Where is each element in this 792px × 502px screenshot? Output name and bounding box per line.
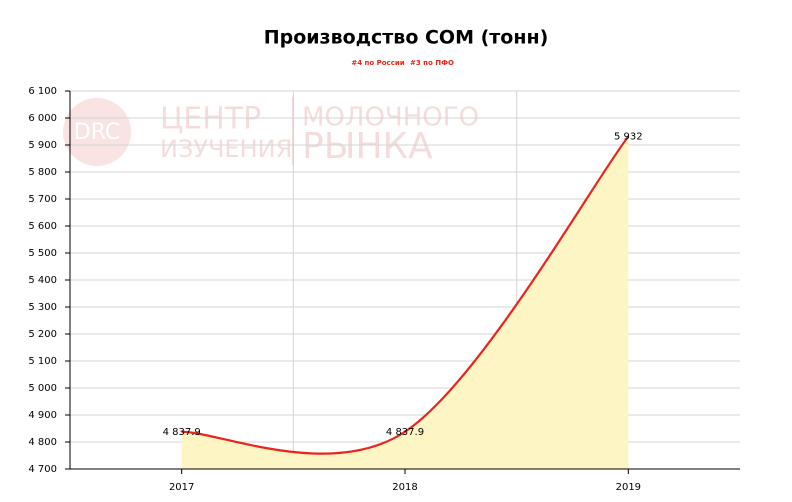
data-label: 4 837.9 [386, 427, 424, 438]
y-tick-label: 5 800 [28, 167, 57, 178]
x-tick-label: 2019 [616, 482, 641, 493]
watermark: DRC ЦЕНТР ИЗУЧЕНИЯ МОЛОЧНОГО РЫНКА [63, 97, 479, 167]
marks [181, 135, 630, 470]
watermark-text: ЦЕНТР [160, 102, 261, 137]
x-tick-label: 2017 [169, 482, 194, 493]
y-tick-label: 5 700 [28, 194, 57, 205]
y-tick-label: 4 900 [28, 410, 57, 421]
watermark-text: ИЗУЧЕНИЯ [160, 135, 292, 163]
y-tick-label: 5 600 [28, 221, 57, 232]
y-tick-label: 5 000 [28, 383, 57, 394]
y-tick-label: 6 100 [28, 86, 57, 97]
y-tick-label: 5 300 [28, 302, 57, 313]
data-label: 4 837.9 [163, 427, 201, 438]
subtitle: #3 по ПФО [410, 59, 454, 67]
data-label: 5 932 [614, 131, 643, 142]
y-tick-label: 4 700 [28, 464, 57, 475]
watermark-logo: DRC [74, 120, 121, 145]
subtitle: #4 по России [351, 59, 404, 67]
y-tick-label: 5 400 [28, 275, 57, 286]
y-tick-label: 6 000 [28, 113, 57, 124]
watermark-logo-circle [63, 98, 131, 166]
y-tick-label: 4 800 [28, 437, 57, 448]
y-tick-label: 5 900 [28, 140, 57, 151]
y-tick-label: 5 100 [28, 356, 57, 367]
watermark-text: РЫНКА [302, 126, 433, 167]
area [181, 136, 629, 470]
y-tick-label: 5 500 [28, 248, 57, 259]
x-tick-label: 2018 [392, 482, 417, 493]
y-tick-label: 5 200 [28, 329, 57, 340]
chart-title: Производство СОМ (тонн) [264, 27, 549, 49]
line [181, 135, 630, 455]
